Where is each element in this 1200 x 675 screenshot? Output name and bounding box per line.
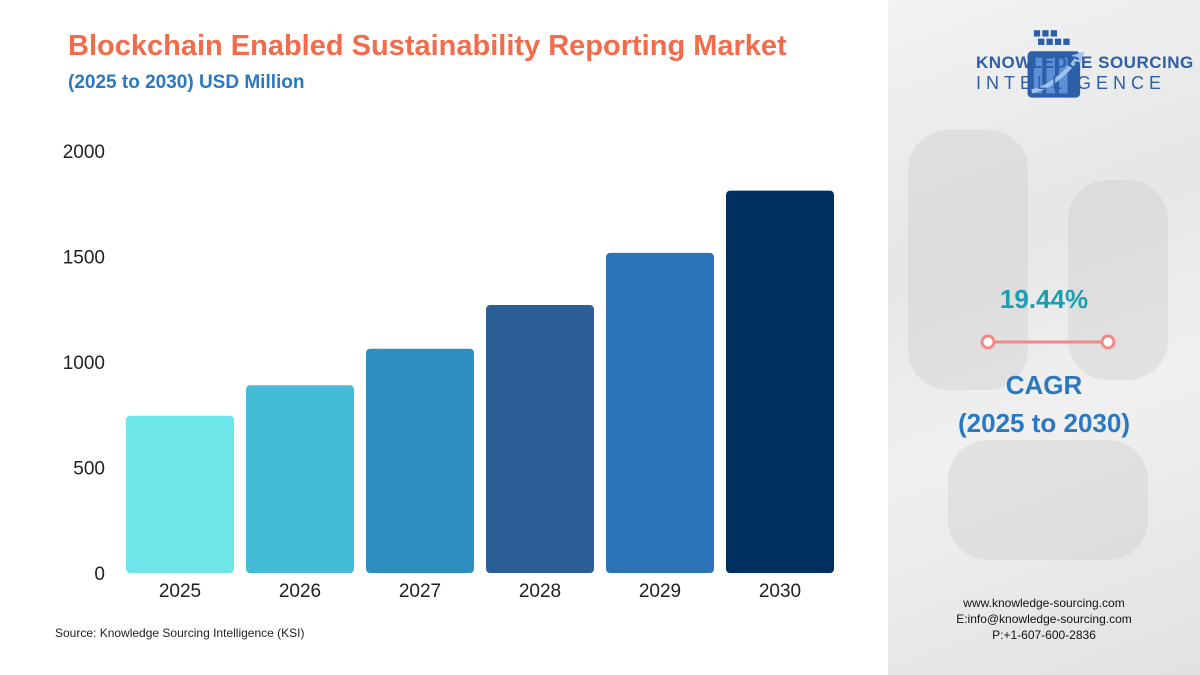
x-tick-label: 2029 (639, 581, 681, 602)
bars (126, 190, 834, 573)
contact-phone[interactable]: P:+1-607-600-2836 (992, 628, 1096, 642)
contact-email[interactable]: E:info@knowledge-sourcing.com (956, 612, 1132, 626)
cagr-value: 19.44% (999, 284, 1089, 314)
side-panel (888, 0, 1200, 675)
cagr-label-line1: CAGR (1005, 370, 1083, 400)
x-tick-label: 2028 (519, 581, 561, 602)
bar-2027 (366, 348, 474, 573)
bar-2028 (486, 305, 594, 573)
y-tick-label: 0 (94, 564, 105, 585)
source-note: Source: Knowledge Sourcing Intelligence … (55, 626, 305, 640)
building-arrow-logo-icon (1027, 30, 1085, 98)
chart-title: Blockchain Enabled Sustainability Report… (68, 30, 787, 62)
brand-name-line1: KNOWLEDGE SOURCING (976, 53, 1194, 72)
x-tick-label: 2026 (279, 581, 321, 602)
x-tick-label: 2030 (759, 581, 801, 602)
y-axis: 0 500 1000 1500 2000 (63, 142, 105, 585)
y-tick-label: 500 (73, 459, 105, 480)
bar-2030 (726, 190, 834, 573)
cagr-label-line2: (2025 to 2030) (958, 408, 1130, 438)
bar-2025 (126, 415, 234, 573)
bar-chart: 0 500 1000 1500 2000 2025 2026 2027 2028 2029 203… (63, 142, 834, 602)
brand-name-line2: INTELLIGENCE (976, 73, 1167, 93)
cagr-label: CAGR (2025 to 2030) (888, 366, 1200, 442)
bar-2026 (246, 385, 354, 573)
x-tick-label: 2027 (399, 581, 441, 602)
y-tick-label: 1000 (63, 353, 105, 374)
y-tick-label: 1500 (63, 248, 105, 269)
bar-2029 (606, 252, 714, 573)
x-axis: 2025 2026 2027 2028 2029 2030 (159, 581, 801, 602)
x-tick-label: 2025 (159, 581, 201, 602)
y-tick-label: 2000 (63, 142, 105, 163)
contact-website[interactable]: www.knowledge-sourcing.com (963, 596, 1125, 610)
chart-subtitle: (2025 to 2030) USD Million (68, 72, 305, 93)
cagr-divider-line (980, 334, 1116, 350)
